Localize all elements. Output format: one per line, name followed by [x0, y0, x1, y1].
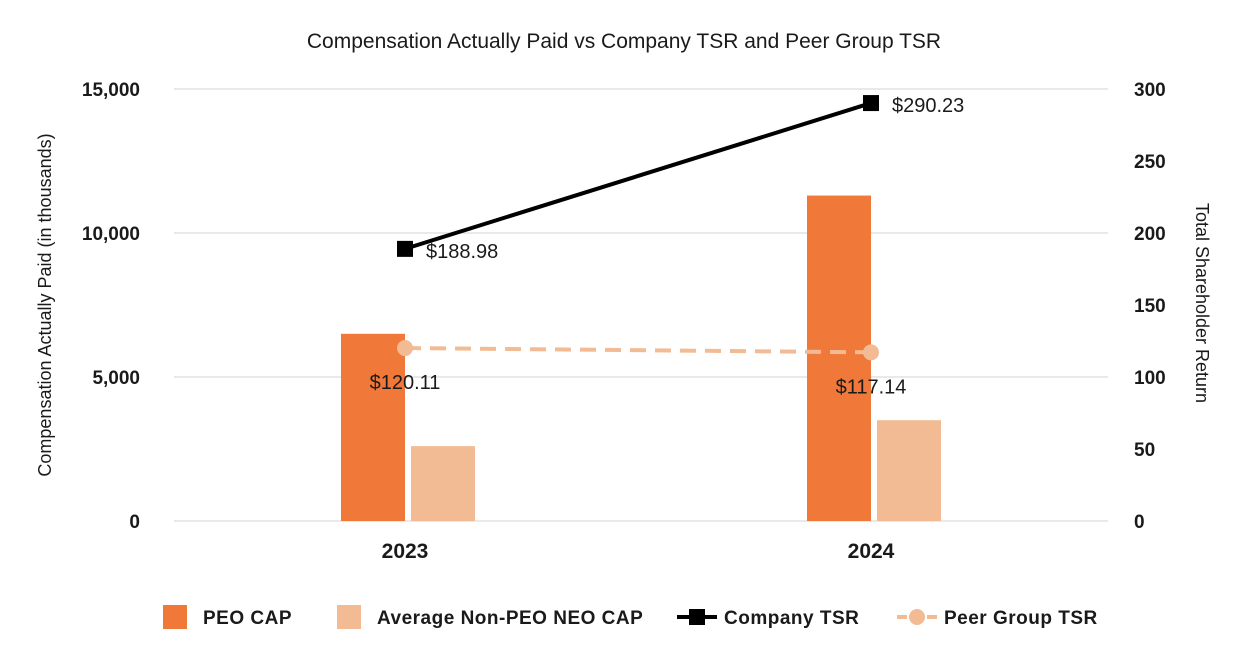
chart-title: Compensation Actually Paid vs Company TS… — [307, 30, 941, 53]
legend-label-non-peo: Average Non-PEO NEO CAP — [377, 608, 643, 629]
legend-label-peo-cap: PEO CAP — [203, 608, 292, 629]
peer-group-tsr-marker — [863, 344, 879, 361]
company-tsr-marker — [863, 95, 879, 112]
x-tick-label: 2023 — [382, 540, 429, 563]
y2-tick-label: 300 — [1134, 80, 1166, 101]
company-tsr-line — [404, 101, 872, 251]
x-tick-label: 2024 — [848, 540, 895, 563]
y-axis-label: Compensation Actually Paid (in thousands… — [35, 133, 55, 476]
legend-marker-company-tsr — [689, 609, 705, 625]
y2-axis-label: Total Shareholder Return — [1192, 203, 1212, 403]
company-tsr-marker — [397, 240, 413, 257]
y-tick-label: 10,000 — [82, 224, 140, 245]
peo-cap-bar — [807, 195, 871, 521]
y2-tick-label: 250 — [1134, 152, 1166, 173]
category-labels: 2023 2024 — [382, 540, 895, 563]
y2-tick-label: 50 — [1134, 440, 1155, 461]
legend-label-peer-tsr: Peer Group TSR — [944, 608, 1098, 629]
y2-tick-label: 200 — [1134, 224, 1166, 245]
right-axis-ticks: 0 50 100 150 200 250 300 — [1134, 80, 1166, 533]
legend-swatch-non-peo — [337, 605, 361, 629]
y-tick-label: 0 — [129, 512, 140, 533]
y2-tick-label: 0 — [1134, 512, 1145, 533]
peer-group-tsr-marker — [397, 340, 413, 357]
company-tsr-data-label: $290.23 — [892, 95, 964, 117]
legend-marker-peer-tsr — [909, 609, 925, 625]
tsr-lines: $188.98 $290.23 $120.11 $117.14 — [370, 95, 964, 398]
peo-cap-bar — [341, 333, 405, 521]
left-axis-ticks: 0 5,000 10,000 15,000 — [82, 80, 140, 533]
company-tsr-data-label: $188.98 — [426, 241, 498, 263]
gridlines — [174, 88, 1108, 522]
legend-swatch-peo-cap — [163, 605, 187, 629]
bars — [341, 195, 941, 521]
peer-group-tsr-data-label: $120.11 — [370, 372, 441, 394]
non-peo-neo-cap-bar — [411, 446, 475, 521]
peer-group-tsr-data-label: $117.14 — [836, 376, 907, 398]
y-tick-label: 15,000 — [82, 80, 140, 101]
non-peo-neo-cap-bar — [877, 420, 941, 521]
peer-group-tsr-line — [404, 346, 872, 355]
legend-label-company-tsr: Company TSR — [724, 608, 859, 629]
y2-tick-label: 150 — [1134, 296, 1166, 317]
y2-tick-label: 100 — [1134, 368, 1166, 389]
legend: PEO CAP Average Non-PEO NEO CAP Company TS… — [163, 605, 1098, 629]
y-tick-label: 5,000 — [92, 368, 140, 389]
